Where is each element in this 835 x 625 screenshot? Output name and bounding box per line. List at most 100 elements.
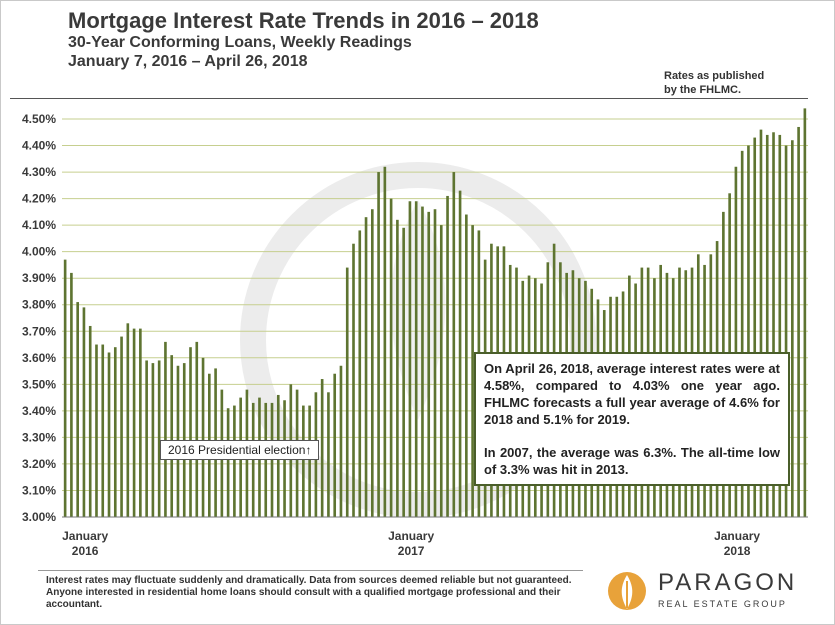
bar (740, 150, 744, 517)
logo-flame-stem (626, 581, 628, 608)
bar (170, 355, 174, 517)
bar (759, 129, 763, 517)
y-tick-label: 3.30% (22, 430, 56, 444)
bar (370, 209, 374, 518)
bar (151, 363, 155, 517)
bar (70, 272, 73, 517)
y-tick-label: 4.30% (22, 165, 56, 179)
bar (396, 219, 399, 517)
bar (465, 214, 468, 517)
chart-subtitle: 30-Year Conforming Loans, Weekly Reading… (68, 34, 412, 51)
bar (107, 352, 111, 517)
x-tick-label-year: 2017 (398, 544, 425, 558)
bar (753, 137, 757, 517)
bar (120, 336, 123, 517)
bar (113, 347, 117, 517)
y-tick-label: 3.60% (22, 351, 56, 365)
y-tick-label: 3.50% (22, 377, 56, 391)
info-paragraph-history: In 2007, the average was 6.3%. The all-t… (484, 445, 780, 477)
election-annotation: 2016 Presidential election↑ (160, 440, 320, 460)
bar (320, 379, 324, 517)
bar (88, 325, 92, 517)
y-tick-label: 3.10% (22, 483, 56, 497)
source-note: Rates as published by the FHLMC. (664, 69, 764, 97)
arrow-up-icon: ↑ (305, 443, 312, 457)
bar (772, 132, 775, 517)
paragon-logo: PARAGON REAL ESTATE GROUP (606, 567, 806, 617)
y-tick-label: 3.20% (22, 457, 56, 471)
bar (201, 357, 205, 517)
bar (797, 126, 800, 518)
y-tick-label: 3.40% (22, 404, 56, 418)
bar (458, 190, 462, 517)
bar (803, 108, 807, 518)
bar (389, 198, 393, 517)
footer-rule (38, 570, 583, 571)
y-tick-label: 4.10% (22, 218, 56, 232)
bar (233, 405, 236, 517)
bar (352, 243, 355, 517)
bar (139, 328, 142, 517)
header-rule (10, 98, 808, 99)
bar (63, 259, 67, 517)
bar (791, 140, 794, 517)
bar (408, 201, 412, 517)
bar (421, 206, 424, 517)
bar (195, 341, 199, 517)
bar (308, 405, 311, 517)
bar (402, 227, 405, 517)
bar (433, 209, 437, 518)
bar (76, 302, 79, 517)
y-tick-label: 3.90% (22, 271, 56, 285)
watermark-flame (390, 200, 446, 420)
bar (377, 172, 380, 518)
bar (358, 230, 362, 517)
bar (345, 267, 349, 517)
bar (427, 211, 431, 517)
chart-title: Mortgage Interest Rate Trends in 2016 – … (68, 8, 539, 33)
logo-flame-icon (608, 572, 646, 610)
bar (765, 134, 769, 518)
bar (145, 360, 148, 517)
bar (446, 195, 449, 518)
y-tick-label: 4.20% (22, 192, 56, 206)
x-tick-label-month: January (388, 529, 434, 543)
bar (452, 172, 456, 518)
y-tick-label: 4.40% (22, 139, 56, 153)
info-paragraph-current-rates: On April 26, 2018, average interest rate… (484, 361, 780, 427)
bar (327, 392, 330, 517)
bar (364, 217, 368, 517)
logo-wordmark: PARAGON (658, 569, 798, 596)
y-tick-label: 3.70% (22, 324, 56, 338)
bar (302, 405, 305, 517)
bar (471, 225, 474, 517)
bar (414, 201, 418, 517)
x-tick-label-month: January (62, 529, 108, 543)
disclaimer-note: Interest rates may fluctuate suddenly an… (46, 575, 572, 610)
bar (333, 373, 337, 517)
bar (439, 225, 443, 517)
y-tick-label: 4.00% (22, 245, 56, 259)
chart-date-range: January 7, 2016 – April 26, 2018 (68, 53, 308, 70)
bar (778, 134, 782, 518)
bar (164, 341, 167, 517)
bar (226, 408, 230, 517)
watermark-ring (240, 162, 596, 518)
x-tick-label-year: 2016 (72, 544, 99, 558)
bar (101, 344, 105, 517)
bar (189, 347, 192, 517)
y-tick-label: 3.80% (22, 298, 56, 312)
bar (126, 323, 130, 517)
x-tick-label-month: January (714, 529, 760, 543)
bar (82, 307, 86, 517)
bar (734, 166, 738, 517)
source-note-line2: by the FHLMC. (664, 84, 741, 96)
y-tick-label: 4.50% (22, 112, 56, 126)
x-tick-label-year: 2018 (724, 544, 751, 558)
bar (784, 145, 788, 518)
election-annotation-label: 2016 Presidential election (168, 443, 306, 457)
bar (95, 344, 98, 517)
source-note-line1: Rates as published (664, 70, 765, 82)
bar (157, 360, 161, 517)
